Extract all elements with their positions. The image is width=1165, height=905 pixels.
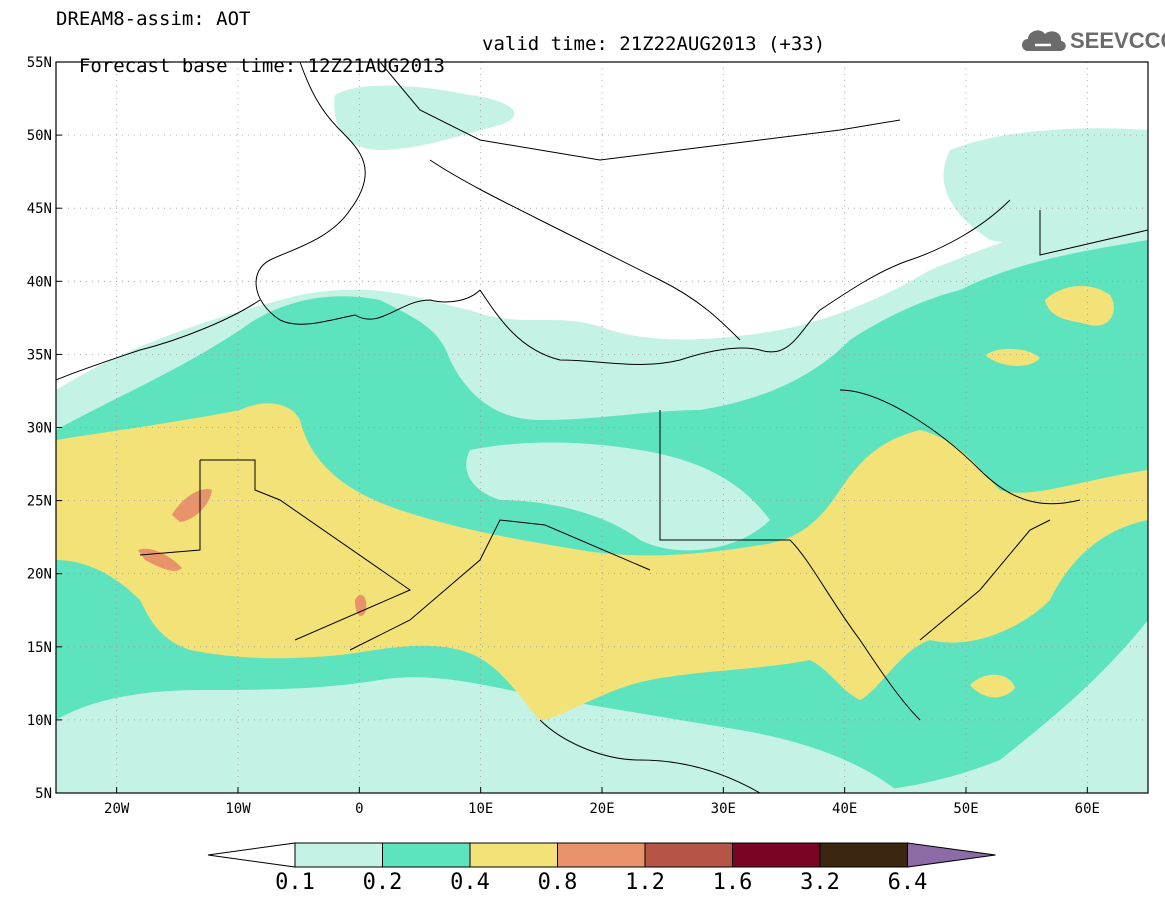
colorbar-label: 0.1 bbox=[275, 870, 315, 895]
lat-label: 25N bbox=[27, 494, 52, 510]
aot-patch-0-4-iraq bbox=[985, 348, 1040, 366]
map-title: DREAM8-assim: AOT bbox=[56, 8, 251, 30]
colorbar-label: 3.2 bbox=[800, 870, 840, 895]
lat-label: 55N bbox=[27, 55, 52, 71]
lon-label: 0 bbox=[355, 801, 363, 817]
colorbar-label: 1.6 bbox=[712, 870, 753, 895]
colorbar-label: 0.4 bbox=[450, 870, 490, 895]
colorbar-max-arrow bbox=[907, 842, 996, 868]
coastlines bbox=[56, 62, 1148, 793]
aot-spot-0-8-a bbox=[172, 489, 212, 522]
colorbar-label: 1.2 bbox=[625, 870, 665, 895]
aot-band-0-1-south bbox=[56, 677, 900, 793]
aot-patch-0-4-yemen bbox=[970, 674, 1015, 698]
lon-label: 60E bbox=[1075, 801, 1100, 817]
colorbar-label: 0.8 bbox=[537, 870, 578, 895]
colorbar-swatch bbox=[819, 842, 908, 868]
forecast-base-time: Forecast base time: 12Z21AUG2013 bbox=[78, 55, 445, 77]
aot-gap-sahara bbox=[466, 442, 770, 551]
colorbar-swatch bbox=[732, 842, 821, 868]
axis-ticks: 55N 50N 45N 40N 35N 30N 25N 20N 15N 10N 5N 20W 10W 0 1… bbox=[27, 55, 1100, 817]
aot-patch-0-1-caspian bbox=[943, 128, 1148, 245]
colorbar-swatch bbox=[644, 842, 733, 868]
lon-label: 10W bbox=[225, 801, 251, 817]
colorbar-label: 6.4 bbox=[887, 870, 928, 895]
logo-text: SEEVCCC bbox=[1070, 28, 1165, 53]
cloud-icon bbox=[1022, 30, 1066, 51]
time-line: Forecast base time: 12Z21AUG2013 valid t… bbox=[56, 33, 825, 99]
aot-band-0-4 bbox=[56, 403, 1148, 720]
lon-label: 30E bbox=[711, 801, 736, 817]
colorbar-swatch bbox=[382, 842, 471, 868]
lat-label: 20N bbox=[27, 567, 52, 583]
colorbar-min-arrow bbox=[207, 842, 296, 868]
lat-label: 35N bbox=[27, 347, 52, 363]
colorbar-swatch bbox=[557, 842, 646, 868]
colorbar bbox=[207, 842, 996, 868]
lat-label: 40N bbox=[27, 274, 52, 290]
lon-label: 40E bbox=[832, 801, 857, 817]
lat-label: 10N bbox=[27, 713, 52, 729]
colorbar-swatch bbox=[294, 842, 383, 868]
lat-label: 50N bbox=[27, 128, 52, 144]
colorbar-label: 0.2 bbox=[362, 870, 403, 895]
valid-time: valid time: 21Z22AUG2013 (+33) bbox=[482, 33, 826, 55]
aot-patch-0-4-iran bbox=[1045, 285, 1114, 326]
lon-label: 10E bbox=[468, 801, 493, 817]
lat-label: 15N bbox=[27, 640, 52, 656]
lon-label: 20E bbox=[589, 801, 614, 817]
lon-label: 20W bbox=[104, 801, 130, 817]
lon-label: 50E bbox=[953, 801, 978, 817]
lat-label: 5N bbox=[35, 786, 52, 802]
graticule bbox=[56, 62, 1148, 793]
aot-patch-0-1-north bbox=[334, 85, 515, 150]
lat-label: 45N bbox=[27, 201, 52, 217]
colorbar-swatch bbox=[469, 842, 558, 868]
lat-label: 30N bbox=[27, 421, 52, 437]
seevccc-logo: SEEVCCC bbox=[1018, 23, 1165, 57]
